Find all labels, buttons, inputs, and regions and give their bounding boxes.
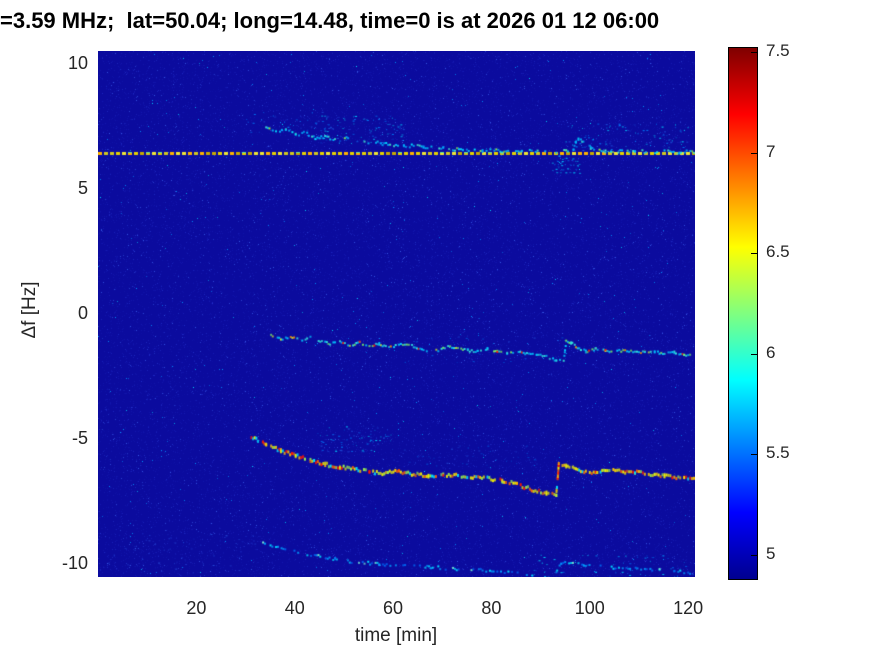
x-tick-label: 20 bbox=[186, 598, 207, 618]
spectrogram-canvas bbox=[98, 51, 695, 577]
x-axis-label: time [min] bbox=[354, 625, 438, 646]
x-tick-label: 40 bbox=[284, 598, 305, 618]
y-tick-label: -5 bbox=[71, 428, 88, 448]
colorbar-tick bbox=[751, 253, 757, 255]
colorbar-tick bbox=[751, 353, 757, 355]
colorbar-tick bbox=[751, 52, 757, 54]
x-tick-label: 80 bbox=[481, 598, 502, 618]
x-tick-label: 120 bbox=[673, 598, 704, 618]
y-tick-label: 5 bbox=[77, 178, 88, 198]
colorbar-tick bbox=[751, 454, 757, 456]
plot-title: =3.59 MHz; lat=50.04; long=14.48, time=0… bbox=[0, 8, 660, 33]
colorbar-tick-label: 5 bbox=[766, 543, 776, 563]
colorbar-tick-label: 6.5 bbox=[766, 242, 790, 262]
colorbar-tick bbox=[751, 554, 757, 556]
x-tick-label: 60 bbox=[383, 598, 404, 618]
colorbar-tick-label: 5.5 bbox=[766, 443, 790, 463]
colorbar-tick-label: 7 bbox=[766, 141, 776, 161]
y-tick-label: -10 bbox=[61, 553, 88, 573]
colorbar bbox=[728, 47, 758, 580]
x-tick-label: 100 bbox=[574, 598, 605, 618]
colorbar-tick-label: 7.5 bbox=[766, 41, 790, 61]
y-tick-label: 10 bbox=[67, 53, 88, 73]
colorbar-tick-label: 6 bbox=[766, 342, 776, 362]
y-tick-label: 0 bbox=[77, 303, 88, 323]
colorbar-tick bbox=[751, 152, 757, 154]
